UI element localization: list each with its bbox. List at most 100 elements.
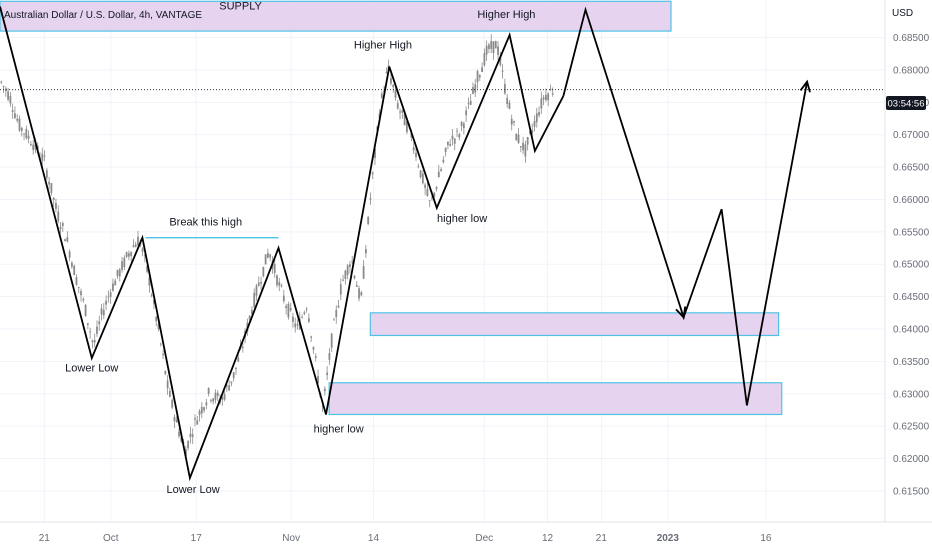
candle-body [127,253,130,257]
candle [64,238,66,242]
candle [212,397,215,405]
candle [549,84,552,91]
candle-body [538,112,540,116]
zone-demand-upper[interactable] [369,312,780,337]
structure-lines [0,6,884,482]
candle-body [401,109,404,113]
candle [207,387,210,397]
candle [508,100,511,110]
candle [426,182,429,197]
candle [481,62,483,73]
candle [150,292,153,298]
price-tick-label: 0.64500 [893,292,930,303]
candle-body [314,356,317,358]
candle [485,40,488,61]
candle-body [367,216,370,224]
price-tick-label: 0.61500 [893,486,930,497]
candle [510,114,513,131]
candle [187,440,190,451]
candle-body [453,138,456,144]
candle [467,97,470,110]
candle [517,127,520,144]
candle-body [71,262,73,267]
candle [189,426,192,444]
candle-body [191,434,194,437]
candle-body [207,387,210,394]
time-axis[interactable]: 21 Oct 17 Nov 14 Dec 12 21 2023 16 [39,533,772,544]
candle [96,320,98,337]
candle-body [278,282,281,286]
candle-body [164,370,167,375]
candle [196,415,199,425]
candle [52,197,55,207]
candle [82,297,85,303]
annotation-label: Higher High [477,9,535,21]
candle-body [121,261,123,270]
zone-demand-lower[interactable] [328,382,783,416]
candle [326,366,329,381]
candle-body [492,41,495,54]
candle-body [296,324,299,326]
price-axis[interactable]: 0.685000.680000.675000.670000.665000.660… [0,0,932,523]
time-tick-label: 14 [368,533,380,544]
candle [335,305,338,324]
candle [68,249,71,262]
candle [371,171,374,179]
chart-title: Australian Dollar / U.S. Dollar, 4h, VAN… [4,10,202,21]
candle-body [424,184,427,189]
candle [444,147,447,157]
candle [364,244,367,258]
candle-body [232,372,235,378]
candle-body [253,292,256,307]
candle-body [501,70,504,72]
candle [522,136,525,155]
candle-body [522,142,525,151]
candle [171,398,174,410]
time-tick-label: 21 [596,533,608,544]
price-tick-label: 0.65500 [893,227,930,238]
candle-body [225,385,228,387]
candle-body [342,279,344,281]
candle [235,367,237,375]
annotation-label: higher low [314,424,364,436]
candle [89,327,92,339]
candle [355,280,358,288]
zone-supply[interactable] [0,0,672,32]
candle-body [417,166,420,168]
candle [210,398,212,404]
candle-body [132,245,135,247]
candle-body [187,440,190,449]
candle-body [285,305,288,308]
candle [462,121,465,135]
candle-body [474,84,477,93]
candle-body [266,252,269,258]
candle-body [11,110,14,112]
candle [0,80,3,85]
candle-body [196,420,199,425]
candle-body [358,288,360,299]
candle-body [374,148,376,158]
candle [308,313,310,323]
candle-body [73,265,76,276]
candle-body [323,388,326,392]
candle [542,94,545,106]
candle [164,370,167,376]
candle [305,306,308,313]
candle [337,300,340,309]
market-structure-line[interactable] [0,6,565,482]
candle-body [531,129,534,134]
projection-line[interactable] [562,6,808,406]
candle-body [394,90,397,98]
candle [483,48,486,67]
candle [360,290,363,297]
candle [116,269,119,279]
candle [349,261,351,274]
candle [472,82,474,95]
candle-body [141,248,144,252]
candle-body [159,343,162,345]
candle-body [168,390,171,397]
candle-body [282,295,285,302]
candle-body [276,275,278,286]
candle-body [506,97,509,104]
